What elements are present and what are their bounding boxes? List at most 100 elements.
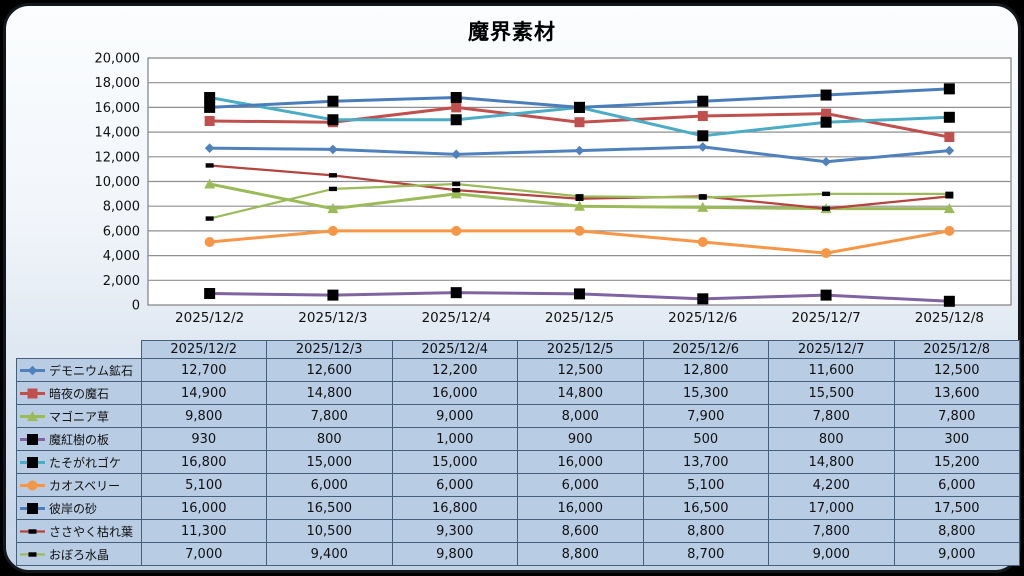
table-header-cell: 2025/12/7 [768,340,895,359]
series-marker [450,92,462,104]
series-marker [697,142,708,152]
table-corner-cell [17,341,142,359]
table-cell: 5,100 [642,473,769,497]
series-marker [944,225,955,236]
series-marker [327,203,339,214]
series-legend-cell: デモニウム鉱石 [16,358,142,382]
y-axis-tick-label: 18,000 [95,76,141,91]
table-cell: 8,600 [517,519,644,543]
series-marker [944,145,955,156]
series-name: ささやく枯れ葉 [49,524,134,539]
table-cell: 4,200 [768,473,895,497]
table-cell: 8,800 [642,519,769,543]
series-marker [205,216,214,221]
series-marker [574,200,585,211]
table-cell: 15,500 [768,381,895,405]
series-legend-cell: カオスベリー [16,473,142,497]
table-cell: 9,800 [140,404,267,428]
table-cell: 12,500 [893,358,1020,382]
table-header-cell: 2025/12/5 [517,340,644,359]
series-marker [450,114,462,126]
chart-panel: 魔界素材 0 2,000 4,000 6,000 8,000 10,000 12,000 14… [3,3,1021,573]
table-cell: 16,000 [140,496,267,520]
series-marker [27,480,38,490]
series-marker [28,528,37,534]
table-header-cell: 2025/12/8 [893,340,1020,359]
y-axis-tick-label: 6,000 [103,224,140,239]
series-key-icon [20,480,45,490]
series-marker [327,114,339,126]
table-cell: 12,800 [642,358,769,382]
series-marker [697,95,709,107]
table-cell: 12,700 [140,358,267,382]
series-marker [820,116,832,128]
series-marker [820,289,832,301]
series-marker [820,89,832,101]
table-cell: 15,000 [266,450,393,474]
series-marker [698,195,707,200]
series-marker [945,191,954,197]
table-cell: 5,100 [140,473,267,497]
series-marker [204,92,216,104]
series-marker [27,456,38,468]
series-marker [574,288,585,300]
table-cell: 16,500 [266,496,393,520]
table-cell: 7,800 [768,404,895,428]
y-axis-tick-label: 4,000 [103,249,140,264]
series-key-icon [20,433,45,445]
series-marker [697,201,709,212]
series-marker [450,287,462,299]
line-chart: 0 2,000 4,000 6,000 8,000 10,000 12,000 14,000 1… [95,52,1012,326]
table-cell: 13,600 [893,381,1020,405]
table-cell: 14,900 [140,381,267,405]
table-cell: 9,000 [768,542,895,566]
series-marker [27,388,38,398]
data-table: 2025/12/2 2025/12/3 2025/12/4 2025/12/5 2025… [16,340,1020,566]
table-cell: 7,900 [642,404,769,428]
series-name: たそがれゴケ [49,455,122,470]
x-axis-tick-label: 2025/12/8 [915,310,984,326]
series-marker [27,410,38,421]
table-row: おぼろ水晶 7,000 9,400 9,800 8,800 8,700 9,000 9,000 [16,542,1020,566]
series-marker [821,108,832,119]
series-marker [327,95,339,107]
table-cell: 14,800 [517,381,644,405]
table-row: デモニウム鉱石 12,700 12,600 12,200 12,500 12,800 11,… [16,358,1020,382]
series-marker [943,83,955,95]
series-marker [697,237,708,248]
y-axis-tick-label: 16,000 [95,101,141,116]
x-axis-tick-label: 2025/12/4 [422,310,491,326]
series-marker [821,248,832,259]
table-row: 暗夜の魔石 14,900 14,800 16,000 14,800 15,300 15,50… [16,381,1020,405]
table-cell: 12,500 [517,358,644,382]
series-key-icon [20,456,45,468]
table-header-cell: 2025/12/6 [642,340,769,359]
table-cell: 7,800 [768,519,895,543]
series-marker [205,163,214,168]
table-cell: 12,200 [391,358,518,382]
series-legend-cell: たそがれゴケ [16,450,142,474]
series-marker [945,194,954,199]
table-cell: 1,000 [391,427,518,451]
table-header-cell: 2025/12/2 [140,340,267,359]
series-marker [943,295,955,307]
table-cell: 8,700 [642,542,769,566]
table-cell: 9,800 [391,542,518,566]
table-body: デモニウム鉱石 12,700 12,600 12,200 12,500 12,800 11,… [16,358,1020,566]
series-marker [943,111,955,123]
table-cell: 15,300 [642,381,769,405]
table-cell: 9,000 [893,542,1020,566]
series-legend-cell: 暗夜の魔石 [16,381,142,405]
table-cell: 16,000 [517,496,644,520]
x-axis-tick-label: 2025/12/2 [175,310,244,326]
table-cell: 17,500 [893,496,1020,520]
table-row: ささやく枯れ葉 11,300 10,500 9,300 8,600 8,800 7,800 8… [16,519,1020,543]
series-marker [822,206,831,211]
table-cell: 7,800 [893,404,1020,428]
table-cell: 15,200 [893,450,1020,474]
table-header-cell: 2025/12/3 [266,340,393,359]
x-axis-tick-label: 2025/12/5 [545,310,614,326]
table-cell: 8,800 [517,542,644,566]
series-marker [452,181,461,187]
